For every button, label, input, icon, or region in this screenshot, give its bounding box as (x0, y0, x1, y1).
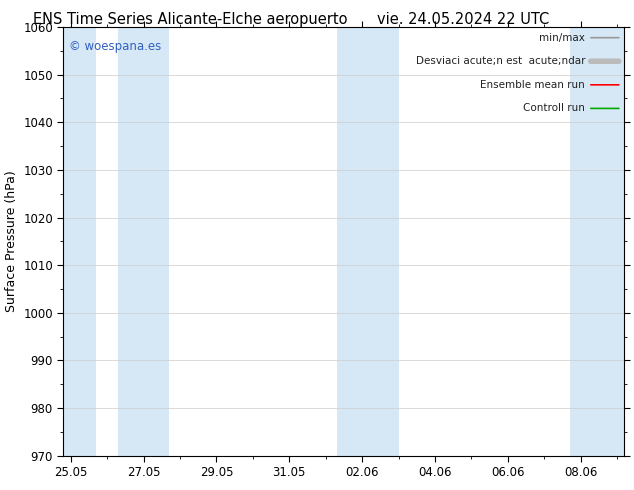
Bar (570, 27, 624, 456)
Y-axis label: Surface Pressure (hPa): Surface Pressure (hPa) (4, 171, 18, 312)
Text: Ensemble mean run: Ensemble mean run (481, 80, 585, 90)
Text: Desviaci acute;n est  acute;ndar: Desviaci acute;n est acute;ndar (416, 56, 585, 66)
Text: ENS Time Series Alicante-Elche aeropuerto: ENS Time Series Alicante-Elche aeropuert… (33, 12, 347, 27)
Text: vie. 24.05.2024 22 UTC: vie. 24.05.2024 22 UTC (377, 12, 549, 27)
Bar (337, 27, 399, 456)
Bar (63, 27, 96, 456)
Bar (118, 27, 169, 456)
Text: min/max: min/max (540, 33, 585, 43)
Text: Controll run: Controll run (523, 103, 585, 113)
Text: © woespana.es: © woespana.es (69, 40, 161, 53)
